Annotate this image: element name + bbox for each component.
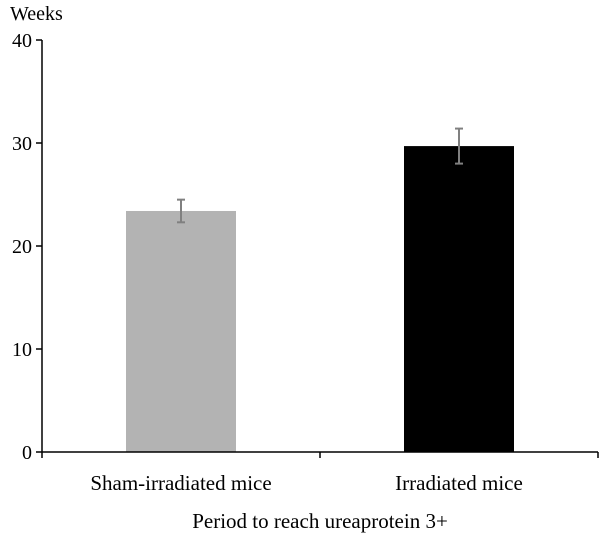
bar-0	[126, 210, 236, 452]
x-ticks-group	[41, 452, 599, 458]
error-bars-group	[177, 127, 463, 224]
y-tick-label-2: 20	[12, 236, 32, 258]
y-tick-label-1: 10	[12, 339, 32, 361]
x-axis-title: Period to reach ureaprotein 3+	[192, 509, 448, 533]
axes-group	[41, 40, 598, 453]
category-labels-group: Sham-irradiated mice Irradiated mice	[90, 471, 523, 495]
y-tick-label-4: 40	[12, 30, 32, 52]
category-label-1: Irradiated mice	[395, 471, 523, 495]
y-ticks-group: 0 10 20 30 40	[12, 30, 42, 464]
bar-1	[404, 146, 514, 452]
category-label-0: Sham-irradiated mice	[90, 471, 271, 495]
y-tick-label-0: 0	[22, 442, 32, 464]
y-tick-label-3: 30	[12, 133, 32, 155]
y-axis-unit-label: Weeks	[10, 3, 63, 25]
bars-group	[126, 146, 514, 452]
